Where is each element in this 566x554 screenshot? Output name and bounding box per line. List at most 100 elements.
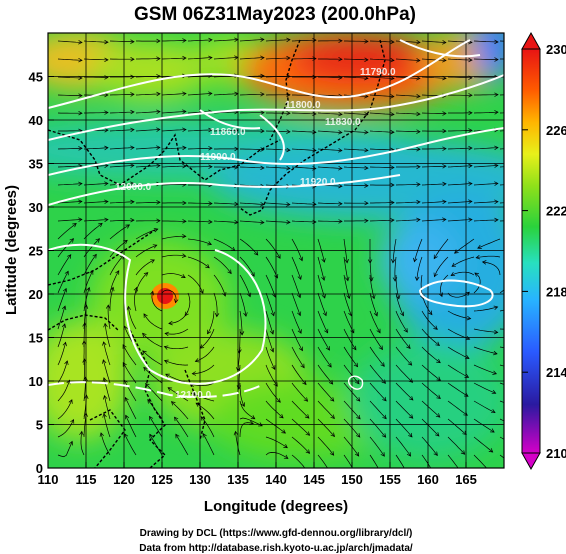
streamline xyxy=(421,112,446,114)
streamline-arrow xyxy=(260,73,265,79)
streamline-arrow xyxy=(416,129,421,134)
streamline-arrow xyxy=(286,92,291,98)
streamline xyxy=(343,436,359,457)
streamline-arrow xyxy=(305,449,311,454)
streamline-arrow xyxy=(78,146,83,151)
streamline xyxy=(369,130,395,133)
streamline-arrow xyxy=(390,76,395,81)
y-tick-label: 25 xyxy=(29,244,43,259)
streamline-arrow xyxy=(442,199,447,204)
streamline xyxy=(187,256,210,269)
streamline xyxy=(213,238,236,251)
streamline-arrow xyxy=(260,147,265,152)
streamline-arrow xyxy=(279,413,284,419)
streamline-arrow xyxy=(130,92,135,97)
streamline-arrow xyxy=(165,373,170,378)
streamline xyxy=(103,413,111,438)
streamline xyxy=(135,129,160,132)
streamline-arrow xyxy=(152,244,158,249)
streamline-arrow xyxy=(468,110,473,116)
streamline-arrow xyxy=(104,217,109,222)
streamline xyxy=(265,166,291,169)
streamline xyxy=(187,220,213,223)
streamline-arrow xyxy=(269,329,275,335)
streamline-arrow xyxy=(494,110,499,115)
streamline-arrow xyxy=(190,392,196,397)
streamline xyxy=(317,436,334,456)
streamline xyxy=(317,112,343,115)
streamline xyxy=(421,58,447,61)
streamline-arrow xyxy=(494,181,499,186)
streamline-arrow xyxy=(442,181,447,187)
streamline-arrow xyxy=(364,218,369,224)
streamline xyxy=(343,454,353,468)
streamline xyxy=(57,399,73,420)
streamline xyxy=(291,220,317,223)
contour-label-5: 11900.0 xyxy=(200,152,236,163)
streamline-arrow xyxy=(408,378,414,383)
y-tick-label: 15 xyxy=(29,331,43,346)
streamline-arrow xyxy=(364,148,369,153)
streamline-arrow xyxy=(494,145,499,150)
streamline-arrow xyxy=(208,164,213,169)
streamline-arrow xyxy=(416,146,421,152)
streamline-arrow xyxy=(78,181,83,186)
streamline-arrow xyxy=(297,275,302,280)
streamline xyxy=(109,224,130,240)
streamline-arrow xyxy=(303,397,309,402)
streamline-arrow xyxy=(234,220,239,225)
streamline xyxy=(343,148,369,151)
streamline xyxy=(291,256,302,280)
streamline xyxy=(134,287,138,312)
streamline-arrow xyxy=(156,218,161,224)
streamline xyxy=(239,292,247,317)
streamline xyxy=(343,292,352,316)
streamline-arrow xyxy=(123,325,128,331)
streamline xyxy=(447,40,473,43)
streamline xyxy=(440,274,449,297)
streamline xyxy=(369,40,395,43)
streamline-arrow xyxy=(468,217,473,222)
streamline-arrow xyxy=(390,200,395,205)
streamline xyxy=(447,382,469,397)
streamline-arrow xyxy=(493,305,499,310)
streamline-arrow xyxy=(416,58,421,63)
streamline xyxy=(343,310,355,334)
colorbar-gradient xyxy=(522,49,540,453)
streamline xyxy=(421,40,446,43)
streamline xyxy=(473,328,498,333)
streamline-arrow xyxy=(243,312,248,317)
streamline xyxy=(57,223,77,240)
streamline xyxy=(343,400,361,420)
streamline-arrow xyxy=(312,219,317,225)
streamline xyxy=(291,418,310,436)
streamline xyxy=(395,346,412,366)
streamline xyxy=(395,40,421,43)
streamline xyxy=(109,219,135,222)
streamline-arrow xyxy=(312,148,317,153)
streamline-arrow xyxy=(234,37,239,42)
colorbar-tick-label: 230 xyxy=(546,42,566,57)
streamline-arrow xyxy=(338,38,343,44)
streamline xyxy=(207,310,215,334)
plot-field: 11790.0 11800.0 11830.0 11860.0 11900.0 … xyxy=(48,33,504,468)
streamline-arrow xyxy=(214,312,220,318)
streamline-arrow xyxy=(115,270,120,275)
streamline-arrow xyxy=(364,183,369,188)
streamline xyxy=(109,40,135,43)
streamline xyxy=(447,165,473,168)
streamline xyxy=(167,387,189,402)
streamline xyxy=(317,238,325,263)
streamline xyxy=(395,130,420,133)
streamline-arrow xyxy=(208,55,213,60)
streamline-arrow xyxy=(380,452,385,457)
streamline xyxy=(392,238,397,263)
streamline-arrow xyxy=(312,74,317,80)
streamline-arrow xyxy=(64,270,69,276)
streamline-arrow xyxy=(465,291,470,297)
streamline xyxy=(265,418,286,434)
streamline xyxy=(317,166,343,169)
streamline-arrow xyxy=(329,451,335,456)
streamline xyxy=(447,328,470,340)
streamline xyxy=(109,287,114,311)
